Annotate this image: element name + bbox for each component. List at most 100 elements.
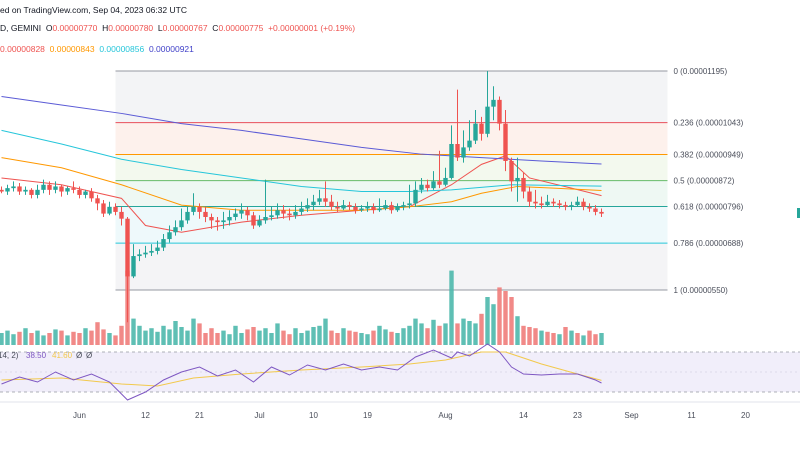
ma-value-3[interactable]: 0.00000856 <box>99 44 145 54</box>
candle-body <box>509 160 514 182</box>
candle-body <box>395 206 400 211</box>
rsi-value-ma: 41.60 <box>52 351 73 360</box>
volume-bar <box>419 323 424 345</box>
ma-value-1[interactable]: 0.00000828 <box>0 44 45 54</box>
fib-label-0: 0 (0.00001195) <box>674 67 728 76</box>
candle-body <box>269 215 274 217</box>
candle-body <box>305 205 310 209</box>
volume-bar <box>467 321 472 345</box>
candle-body <box>245 210 250 216</box>
volume-bar <box>383 329 388 345</box>
volume-bar <box>137 325 142 345</box>
candle-body <box>599 211 604 214</box>
volume-bar <box>557 334 562 345</box>
volume-bar <box>587 330 592 345</box>
candle-body <box>281 210 286 214</box>
fib-label-2: 0.382 (0.00000949) <box>674 151 744 160</box>
candle-body <box>455 144 460 158</box>
volume-bar <box>161 325 166 345</box>
rsi-label: 14, 2) <box>0 351 19 360</box>
x-tick-label: Aug <box>438 411 452 420</box>
ma-value-2[interactable]: 0.00000843 <box>49 44 95 54</box>
volume-bar <box>53 329 58 345</box>
candle-body <box>431 181 436 189</box>
ma-value-4[interactable]: 0.00000921 <box>148 44 194 54</box>
volume-bar <box>23 328 28 345</box>
candle-body <box>203 211 208 217</box>
x-tick-label: 10 <box>309 411 318 420</box>
candle-body <box>227 217 232 221</box>
candle-body <box>275 210 280 216</box>
x-tick-label: 21 <box>195 411 204 420</box>
x-tick-label: Sep <box>624 411 639 420</box>
candle-body <box>545 201 550 206</box>
volume-bar <box>221 330 226 345</box>
candle-body <box>77 189 82 195</box>
candle-body <box>353 206 358 211</box>
ma-legend: 0.00000828 0.00000843 0.00000856 0.00000… <box>0 44 194 54</box>
candle-body <box>59 186 64 192</box>
volume-bar <box>407 325 412 345</box>
candle-body <box>173 227 178 233</box>
candle-body <box>527 191 532 202</box>
volume-bar <box>245 329 250 345</box>
volume-bar <box>563 327 568 345</box>
candle-body <box>377 208 382 211</box>
candle-body <box>323 198 328 202</box>
fib-zone-2 <box>115 154 668 181</box>
fib-zone-0 <box>115 71 668 123</box>
volume-bar <box>113 335 118 345</box>
volume-bar <box>335 333 340 345</box>
candle-body <box>419 184 424 190</box>
candle-body <box>29 189 34 195</box>
candle-body <box>35 189 40 195</box>
volume-bar <box>197 323 202 345</box>
volume-bar <box>521 325 526 345</box>
candle-body <box>521 177 526 192</box>
volume-bar <box>191 318 196 345</box>
candle-body <box>557 203 562 206</box>
symbol-label[interactable]: D, GEMINI <box>0 23 42 33</box>
candle-body <box>149 250 154 253</box>
candle-body <box>401 205 406 207</box>
candle-body <box>113 206 118 212</box>
volume-bar <box>317 325 322 345</box>
candle-body <box>41 184 46 190</box>
volume-bar <box>179 327 184 345</box>
volume-bar <box>377 325 382 345</box>
volume-bar <box>533 328 538 345</box>
candle-body <box>515 177 520 182</box>
volume-bar <box>497 287 502 345</box>
fib-label-5: 0.786 (0.00000688) <box>674 239 744 248</box>
volume-bar <box>71 331 76 345</box>
candle-body <box>155 247 160 251</box>
ma-line-ma100 <box>1 129 602 193</box>
x-tick-label: Jun <box>73 411 86 420</box>
candle-body <box>293 211 298 216</box>
candle-body <box>221 220 226 223</box>
candle-body <box>65 188 70 192</box>
fib-fill-layer <box>115 71 668 290</box>
high-value: 0.00000780 <box>108 23 154 33</box>
x-tick-label: 20 <box>741 411 750 420</box>
volume-bar <box>479 313 484 345</box>
candle-body <box>593 208 598 212</box>
rsi-ma-line <box>1 351 602 387</box>
volume-bar <box>347 330 352 345</box>
candle-body <box>11 186 16 189</box>
candle-body <box>473 123 478 141</box>
volume-bar <box>461 318 466 345</box>
volume-bar <box>167 329 172 345</box>
volume-bar <box>299 333 304 345</box>
volume-bar <box>281 330 286 345</box>
candle-body <box>449 144 454 178</box>
candle-body <box>533 201 538 204</box>
volume-bar <box>527 327 532 345</box>
right-edge-marker <box>797 208 800 218</box>
candle-body <box>167 232 172 240</box>
candle-body <box>143 252 148 255</box>
x-tick-label: 23 <box>573 411 582 420</box>
candle-body <box>101 203 106 214</box>
volume-bar <box>509 297 514 345</box>
